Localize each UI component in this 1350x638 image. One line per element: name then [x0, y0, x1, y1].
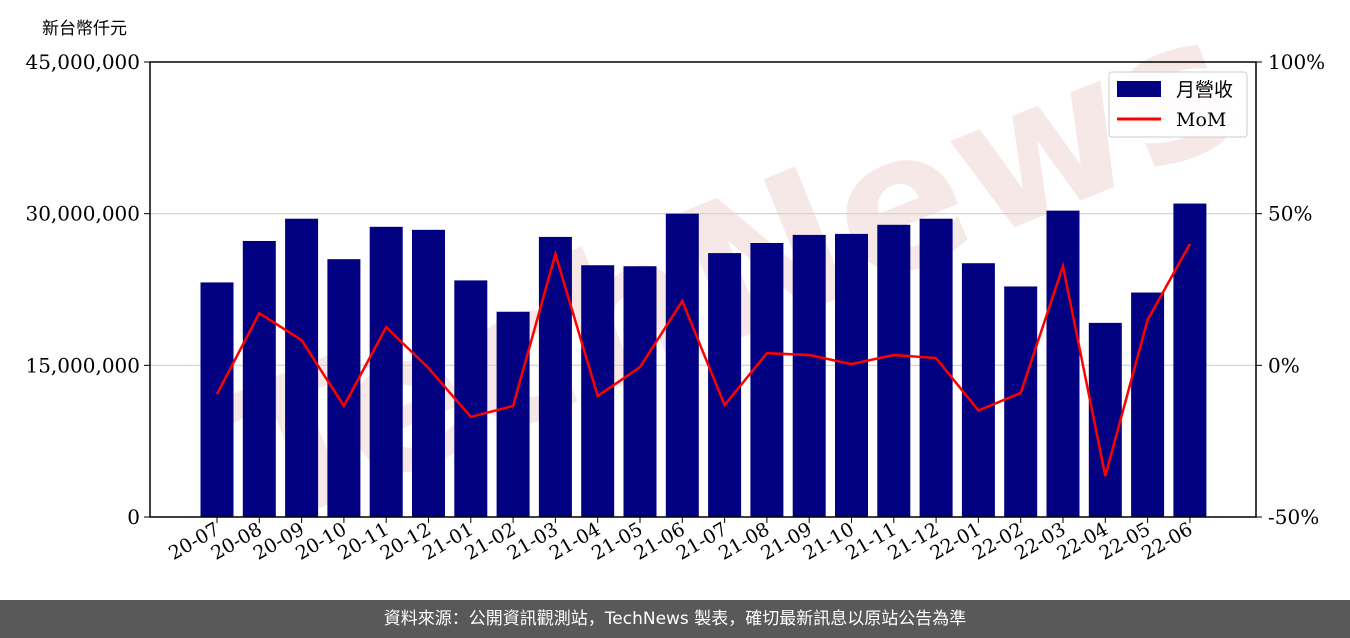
bar-22-06 [1173, 203, 1207, 518]
left-tick-label: 15,000,000 [25, 353, 140, 377]
bar-21-04 [581, 265, 615, 517]
right-tick-label: 50% [1268, 202, 1312, 226]
bar-20-07 [200, 282, 234, 517]
legend-label-mom: MoM [1176, 109, 1226, 131]
bar-21-10 [835, 233, 868, 517]
bar-21-07 [708, 253, 742, 517]
source-footer: 資料來源：公開資訊觀測站，TechNews 製表，確切最新訊息以原站公告為準 [0, 600, 1350, 638]
bar-21-11 [877, 224, 911, 518]
bar-20-08 [242, 240, 276, 517]
legend: 月營收 MoM [1108, 71, 1248, 138]
bar-20-11 [369, 226, 403, 518]
plot-frame [149, 61, 1257, 518]
left-tick-label: 30,000,000 [25, 202, 140, 226]
right-tick-label: 100% [1268, 50, 1325, 74]
revenue-chart: TechNews015,000,00030,000,00045,000,000-… [25, 0, 1325, 570]
left-tick-label: 45,000,000 [25, 50, 140, 74]
bar-21-12 [919, 218, 953, 517]
legend-swatch-revenue [1117, 81, 1161, 97]
bar-20-12 [412, 229, 445, 517]
right-tick-label: -50% [1268, 505, 1319, 529]
bar-21-03 [538, 236, 572, 517]
left-tick-label: 0 [127, 505, 140, 529]
bar-21-06 [665, 213, 699, 517]
bar-21-09 [792, 234, 826, 517]
mom-line [215, 243, 1191, 477]
bar-21-01 [454, 280, 488, 517]
bar-22-02 [1004, 286, 1038, 517]
bar-21-02 [496, 311, 530, 517]
bar-22-03 [1046, 210, 1080, 517]
legend-label-revenue: 月營收 [1176, 79, 1233, 101]
bar-20-09 [285, 218, 319, 517]
bar-21-08 [750, 242, 784, 517]
y-axis-unit-label: 新台幣仟元 [42, 19, 127, 39]
right-tick-label: 0% [1268, 353, 1300, 377]
bar-22-01 [961, 263, 995, 517]
bar-22-05 [1131, 292, 1165, 517]
bar-21-05 [623, 266, 657, 517]
